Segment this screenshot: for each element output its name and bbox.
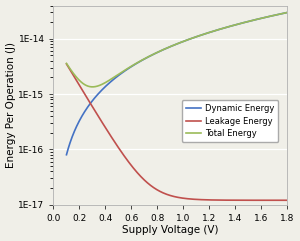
Dynamic Energy (286, 11, 289, 14)
Line: Dynamic Energy: Dynamic Energy (67, 13, 287, 155)
Total Energy (170, 45, 174, 47)
Dynamic Energy (171, 44, 175, 47)
Leakage Energy (280, 199, 284, 202)
Total Energy (91, 85, 94, 88)
X-axis label: Supply Voltage (V): Supply Voltage (V) (122, 225, 219, 235)
Line: Total Energy: Total Energy (67, 13, 287, 87)
Total Energy (171, 44, 175, 47)
Dynamic Energy (196, 35, 200, 38)
Leakage Energy (65, 62, 68, 65)
Total Energy (184, 39, 188, 42)
Dynamic Energy (280, 12, 284, 15)
Dynamic Energy (65, 153, 68, 156)
Line: Leakage Energy: Leakage Energy (67, 64, 287, 200)
Total Energy (280, 12, 284, 15)
Dynamic Energy (184, 39, 188, 42)
Y-axis label: Energy Per Operation (J): Energy Per Operation (J) (6, 42, 16, 168)
Leakage Energy (246, 199, 249, 202)
Total Energy (286, 11, 289, 14)
Dynamic Energy (246, 20, 249, 23)
Leakage Energy (171, 195, 175, 198)
Legend: Dynamic Energy, Leakage Energy, Total Energy: Dynamic Energy, Leakage Energy, Total En… (182, 100, 278, 142)
Total Energy (196, 35, 200, 38)
Leakage Energy (286, 199, 289, 202)
Leakage Energy (196, 198, 200, 201)
Dynamic Energy (169, 45, 173, 48)
Leakage Energy (184, 197, 188, 200)
Total Energy (65, 62, 68, 65)
Leakage Energy (169, 194, 173, 197)
Total Energy (246, 20, 250, 23)
